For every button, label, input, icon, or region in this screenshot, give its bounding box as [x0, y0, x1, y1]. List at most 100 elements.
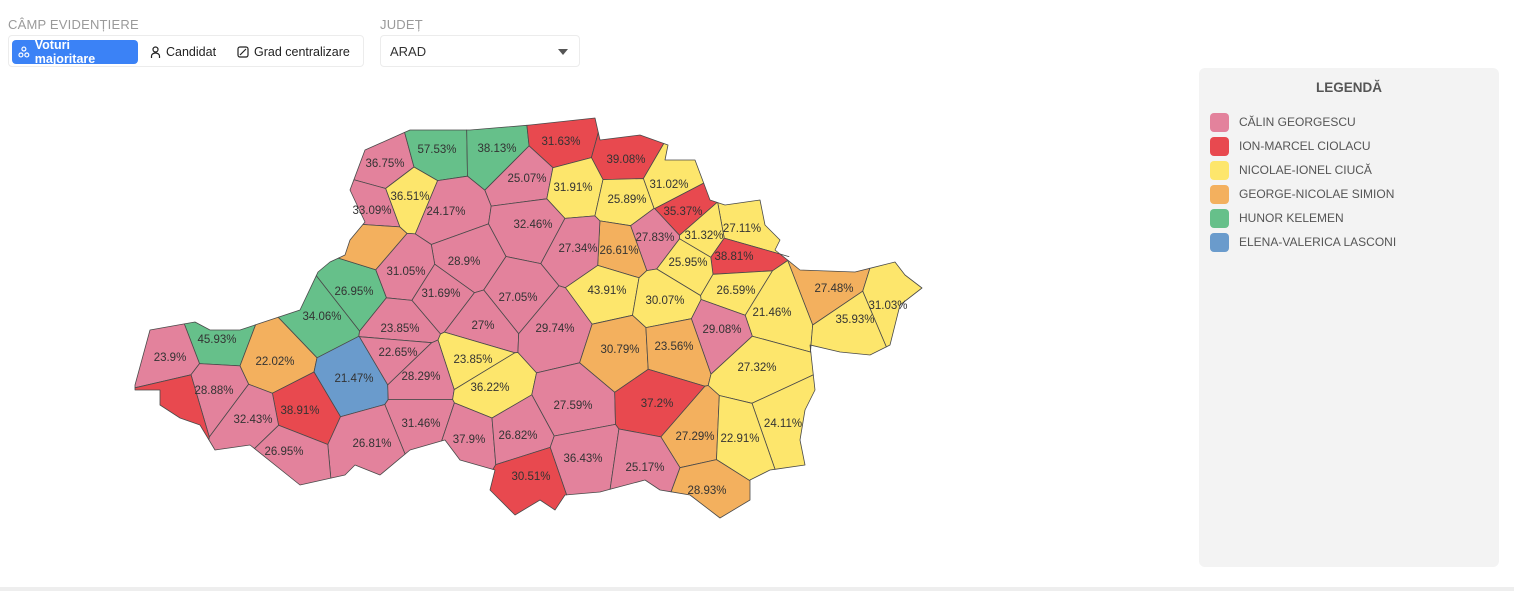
region-percentage: 23.85%	[380, 323, 419, 335]
region-percentage: 38.91%	[280, 405, 319, 417]
votes-majority-label: Voturi majoritare	[34, 38, 96, 66]
candidate-button[interactable]: Candidat	[144, 40, 222, 64]
county-select[interactable]: ARAD	[380, 35, 580, 67]
region-percentage: 26.81%	[352, 438, 391, 450]
legend-swatch	[1210, 184, 1229, 204]
region-percentage: 37.9%	[453, 434, 486, 446]
region-georgescu[interactable]	[549, 424, 620, 496]
county-value: ARAD	[390, 43, 427, 59]
legend-panel: LEGENDĂ CĂLIN GEORGESCU ION-MARCEL CIOLAC…	[1199, 68, 1499, 567]
region-georgescu[interactable]	[609, 428, 681, 493]
nodes-icon	[18, 46, 30, 58]
region-percentage: 27.32%	[737, 362, 776, 374]
highlight-field-label: CÂMP EVIDENȚIERE	[8, 17, 139, 32]
region-percentage: 21.47%	[334, 373, 373, 385]
region-percentage: 22.02%	[255, 356, 294, 368]
region-percentage: 35.93%	[835, 314, 874, 326]
region-percentage: 23.85%	[453, 354, 492, 366]
region-percentage: 30.51%	[511, 471, 550, 483]
legend-swatch	[1210, 160, 1229, 180]
region-percentage: 35.37%	[663, 206, 702, 218]
region-percentage: 28.93%	[687, 485, 726, 497]
region-percentage: 22.65%	[378, 347, 417, 359]
centralization-button[interactable]: Grad centralizare	[231, 40, 356, 64]
region-percentage: 26.61%	[599, 245, 638, 257]
legend-label: NICOLAE-IONEL CIUCĂ	[1239, 163, 1372, 177]
region-percentage: 36.75%	[365, 158, 404, 170]
votes-majority-button[interactable]: Voturi majoritare	[12, 38, 138, 66]
region-percentage: 23.56%	[654, 341, 693, 353]
region-percentage: 31.46%	[401, 418, 440, 430]
region-percentage: 25.95%	[668, 257, 707, 269]
legend-title: LEGENDĂ	[1315, 80, 1382, 95]
region-georgescu[interactable]	[384, 399, 455, 455]
region-georgescu[interactable]	[254, 424, 332, 486]
legend-label: ELENA-VALERICA LASCONI	[1239, 235, 1397, 249]
legend-label: CĂLIN GEORGESCU	[1239, 115, 1356, 129]
region-percentage: 37.2%	[641, 398, 674, 410]
region-ciuca[interactable]	[810, 290, 887, 356]
region-percentage: 24.11%	[764, 418, 802, 430]
legend-swatch	[1210, 208, 1229, 228]
legend-item-kelemen: HUNOR KELEMEN	[1210, 208, 1344, 228]
legend-swatch	[1210, 232, 1229, 252]
region-percentage: 31.05%	[386, 266, 425, 278]
legend-label: HUNOR KELEMEN	[1239, 211, 1344, 225]
legend-label: GEORGE-NICOLAE SIMION	[1239, 187, 1395, 201]
region-ciolacu[interactable]	[489, 447, 567, 516]
region-percentage: 28.88%	[194, 385, 233, 397]
region-percentage: 31.32%	[684, 230, 723, 242]
region-simion[interactable]	[338, 224, 408, 271]
region-percentage: 27%	[471, 320, 494, 332]
region-ciolacu[interactable]	[134, 374, 210, 440]
region-percentage: 26.95%	[264, 446, 303, 458]
region-percentage: 31.63%	[541, 136, 580, 148]
region-percentage: 27.11%	[723, 223, 761, 235]
region-percentage: 28.9%	[448, 256, 481, 268]
region-percentage: 31.91%	[553, 182, 592, 194]
centralization-label: Grad centralizare	[254, 45, 350, 59]
region-percentage: 34.06%	[302, 311, 341, 323]
region-percentage: 27.83%	[635, 232, 674, 244]
region-percentage: 26.59%	[716, 285, 755, 297]
region-percentage: 26.82%	[498, 430, 537, 442]
region-percentage: 25.89%	[607, 194, 646, 206]
region-percentage: 26.95%	[334, 286, 373, 298]
legend-item-simion: GEORGE-NICOLAE SIMION	[1210, 184, 1394, 204]
region-percentage: 27.29%	[675, 431, 714, 443]
chevron-down-icon	[558, 49, 568, 55]
region-percentage: 43.91%	[587, 285, 626, 297]
region-percentage: 31.69%	[421, 288, 460, 300]
legend-item-georgescu: CĂLIN GEORGESCU	[1210, 112, 1356, 132]
region-percentage: 23.9%	[154, 352, 187, 364]
region-percentage: 29.74%	[535, 323, 574, 335]
region-percentage: 33.09%	[352, 205, 391, 217]
region-percentage: 36.51%	[390, 191, 429, 203]
region-percentage: 57.53%	[417, 144, 456, 156]
legend-item-ciuca: NICOLAE-IONEL CIUCĂ	[1210, 160, 1372, 180]
legend-swatch	[1210, 112, 1229, 132]
region-percentage: 27.59%	[553, 400, 592, 412]
legend-label: ION-MARCEL CIOLACU	[1239, 139, 1371, 153]
legend-item-ciolacu: ION-MARCEL CIOLACU	[1210, 136, 1371, 156]
legend-item-lasconi: ELENA-VALERICA LASCONI	[1210, 232, 1396, 252]
highlight-mode-selector: Voturi majoritare Candidat Grad centrali…	[8, 35, 364, 67]
legend-swatch	[1210, 136, 1229, 156]
region-simion[interactable]	[670, 459, 751, 519]
region-percentage: 29.08%	[702, 324, 741, 336]
region-percentage: 27.34%	[558, 243, 597, 255]
region-percentage: 22.91%	[720, 433, 759, 445]
county-label: JUDEȚ	[380, 17, 423, 32]
region-percentage: 31.02%	[649, 179, 688, 191]
region-percentage: 21.46%	[752, 307, 791, 319]
region-percentage: 25.07%	[507, 173, 546, 185]
region-percentage: 38.13%	[477, 143, 516, 155]
region-percentage: 36.43%	[563, 453, 602, 465]
bottom-divider	[0, 587, 1514, 591]
region-percentage: 27.48%	[814, 283, 853, 295]
square-slash-icon	[237, 46, 249, 58]
region-percentage: 30.79%	[600, 344, 639, 356]
region-percentage: 38.81%	[714, 251, 753, 263]
region-percentage: 24.17%	[426, 206, 465, 218]
